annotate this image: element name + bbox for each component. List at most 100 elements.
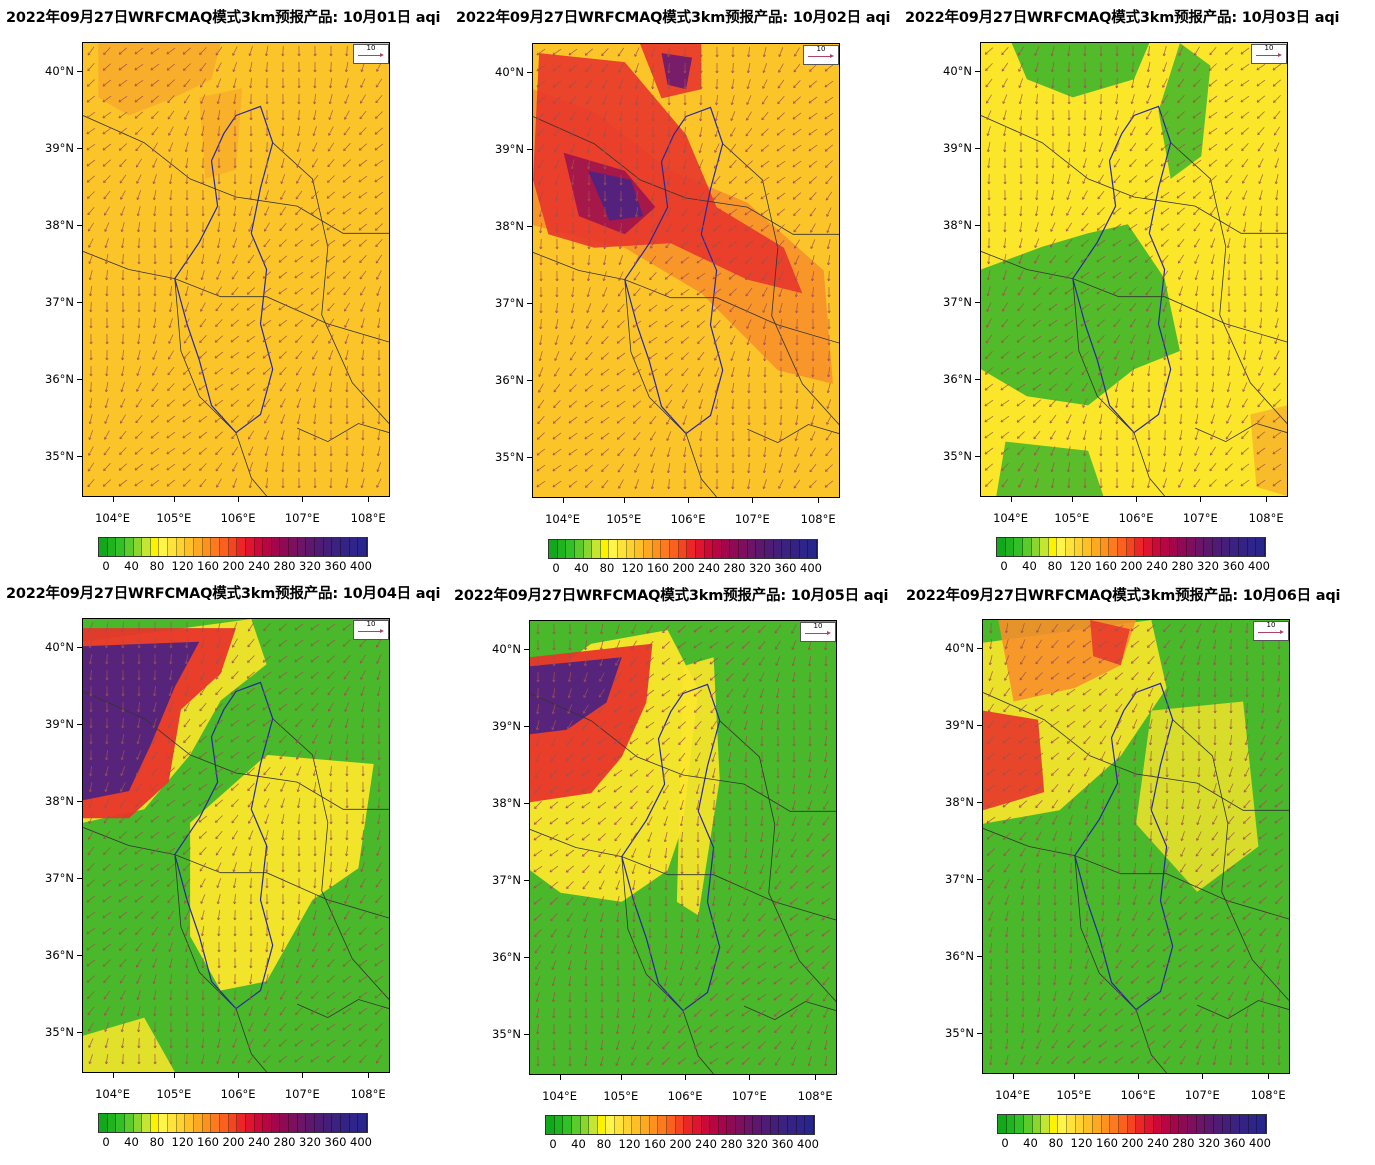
wind-arrow — [602, 79, 608, 89]
wind-arrow — [988, 157, 990, 169]
wind-arrow — [1227, 222, 1231, 232]
wind-arrow — [1049, 414, 1057, 424]
wind-arrow-head — [330, 53, 333, 57]
wind-arrow-head — [732, 54, 735, 58]
wind-arrow-head — [298, 53, 301, 57]
wind-arrow — [1096, 223, 1106, 231]
wind-arrow — [570, 335, 576, 345]
colorbar-swatch — [747, 540, 757, 558]
wind-arrow-head — [343, 149, 347, 152]
wind-arrow — [342, 175, 352, 183]
wind-arrow-head — [375, 101, 379, 104]
wind-arrow — [200, 94, 206, 104]
wind-arrow-head — [812, 294, 815, 298]
wind-arrow-head — [312, 149, 316, 152]
wind-arrow-head — [248, 229, 252, 232]
wind-arrow — [280, 174, 286, 184]
wind-arrow — [668, 62, 670, 74]
wind-arrow — [698, 175, 704, 185]
wind-arrow-head — [1067, 165, 1071, 169]
latitude-tick — [975, 71, 980, 73]
wind-arrow-head — [249, 469, 252, 473]
wind-arrow — [585, 480, 593, 488]
wind-arrow-head — [827, 230, 830, 234]
wind-arrow — [87, 222, 95, 232]
wind-arrow-head — [652, 182, 655, 186]
wind-arrow-head — [633, 422, 636, 424]
wind-arrow-head — [729, 150, 733, 153]
wind-arrow-head — [764, 438, 767, 442]
wind-arrow-head — [1081, 373, 1085, 376]
wind-arrow-head — [1276, 261, 1279, 265]
wind-arrow — [988, 253, 990, 265]
wind-arrow — [1164, 445, 1166, 457]
wind-arrow-head — [90, 357, 93, 361]
wind-arrow — [88, 446, 94, 456]
wind-arrow-head — [346, 453, 349, 457]
colorbar-swatch — [790, 540, 800, 558]
wind-arrow-head — [987, 149, 990, 153]
wind-arrow — [90, 381, 92, 393]
wind-arrow-head — [1113, 309, 1116, 311]
wind-arrow-head — [1081, 213, 1085, 216]
wind-arrow-head — [137, 213, 140, 217]
wind-arrow-head — [298, 469, 301, 473]
wind-arrow — [1275, 174, 1279, 184]
wind-arrow-head — [1258, 181, 1262, 185]
wind-arrow-head — [777, 230, 780, 232]
wind-arrow-head — [553, 406, 557, 409]
latitude-label: 40°N — [495, 65, 524, 80]
wind-arrow-head — [1083, 149, 1087, 153]
wind-arrow-head — [1052, 85, 1055, 89]
colorbar-swatch — [799, 540, 809, 558]
wind-arrow-head — [732, 438, 735, 442]
wind-arrow — [199, 318, 207, 328]
wind-arrow-head — [1050, 229, 1054, 232]
colorbar-swatch — [739, 540, 748, 558]
wind-arrow-head — [119, 149, 122, 151]
wind-arrow-head — [1084, 69, 1087, 73]
wind-arrow-head — [588, 230, 591, 234]
wind-arrow-head — [1196, 373, 1199, 377]
wind-arrow — [230, 319, 240, 327]
wind-arrow — [88, 430, 94, 440]
longitude-tick — [302, 497, 304, 502]
wind-arrow — [199, 62, 207, 72]
wind-arrow — [1018, 478, 1024, 488]
wind-arrow — [1146, 94, 1152, 104]
wind-arrow — [1032, 383, 1042, 391]
wind-arrow-head — [1001, 325, 1005, 328]
wind-arrow-head — [1098, 165, 1102, 168]
wind-arrow-head — [215, 469, 219, 472]
wind-arrow-head — [104, 437, 107, 440]
wind-arrow-head — [327, 165, 331, 168]
wind-arrow-head — [985, 69, 989, 71]
wind-arrow — [201, 126, 205, 136]
wind-arrow-head — [763, 486, 766, 490]
wind-arrow-head — [185, 293, 188, 297]
wind-arrow — [234, 109, 236, 121]
wind-arrow-head — [1242, 389, 1246, 392]
wind-arrow — [1096, 287, 1106, 295]
wind-arrow-head — [652, 118, 655, 122]
wind-arrow-head — [376, 485, 380, 488]
wind-arrow-head — [215, 341, 218, 343]
wind-arrow — [825, 447, 833, 457]
colorbar-swatch — [211, 538, 220, 556]
wind-arrow-head — [1193, 101, 1196, 103]
wind-arrow — [282, 461, 284, 473]
wind-arrow — [246, 319, 256, 327]
wind-arrow — [744, 240, 754, 248]
wind-arrow-head — [554, 150, 557, 153]
wind-arrow-head — [1132, 405, 1135, 409]
wind-arrow-head — [1178, 261, 1181, 264]
wind-arrow-head — [87, 69, 91, 72]
wind-arrow-head — [795, 294, 798, 298]
wind-arrow-head — [1035, 213, 1039, 217]
wind-arrow-head — [746, 326, 750, 329]
wind-arrow-head — [697, 342, 701, 344]
wind-arrow-head — [1052, 117, 1055, 121]
wind-arrow-head — [1211, 421, 1214, 425]
wind-arrow — [294, 271, 304, 279]
wind-arrow-head — [1180, 421, 1183, 425]
